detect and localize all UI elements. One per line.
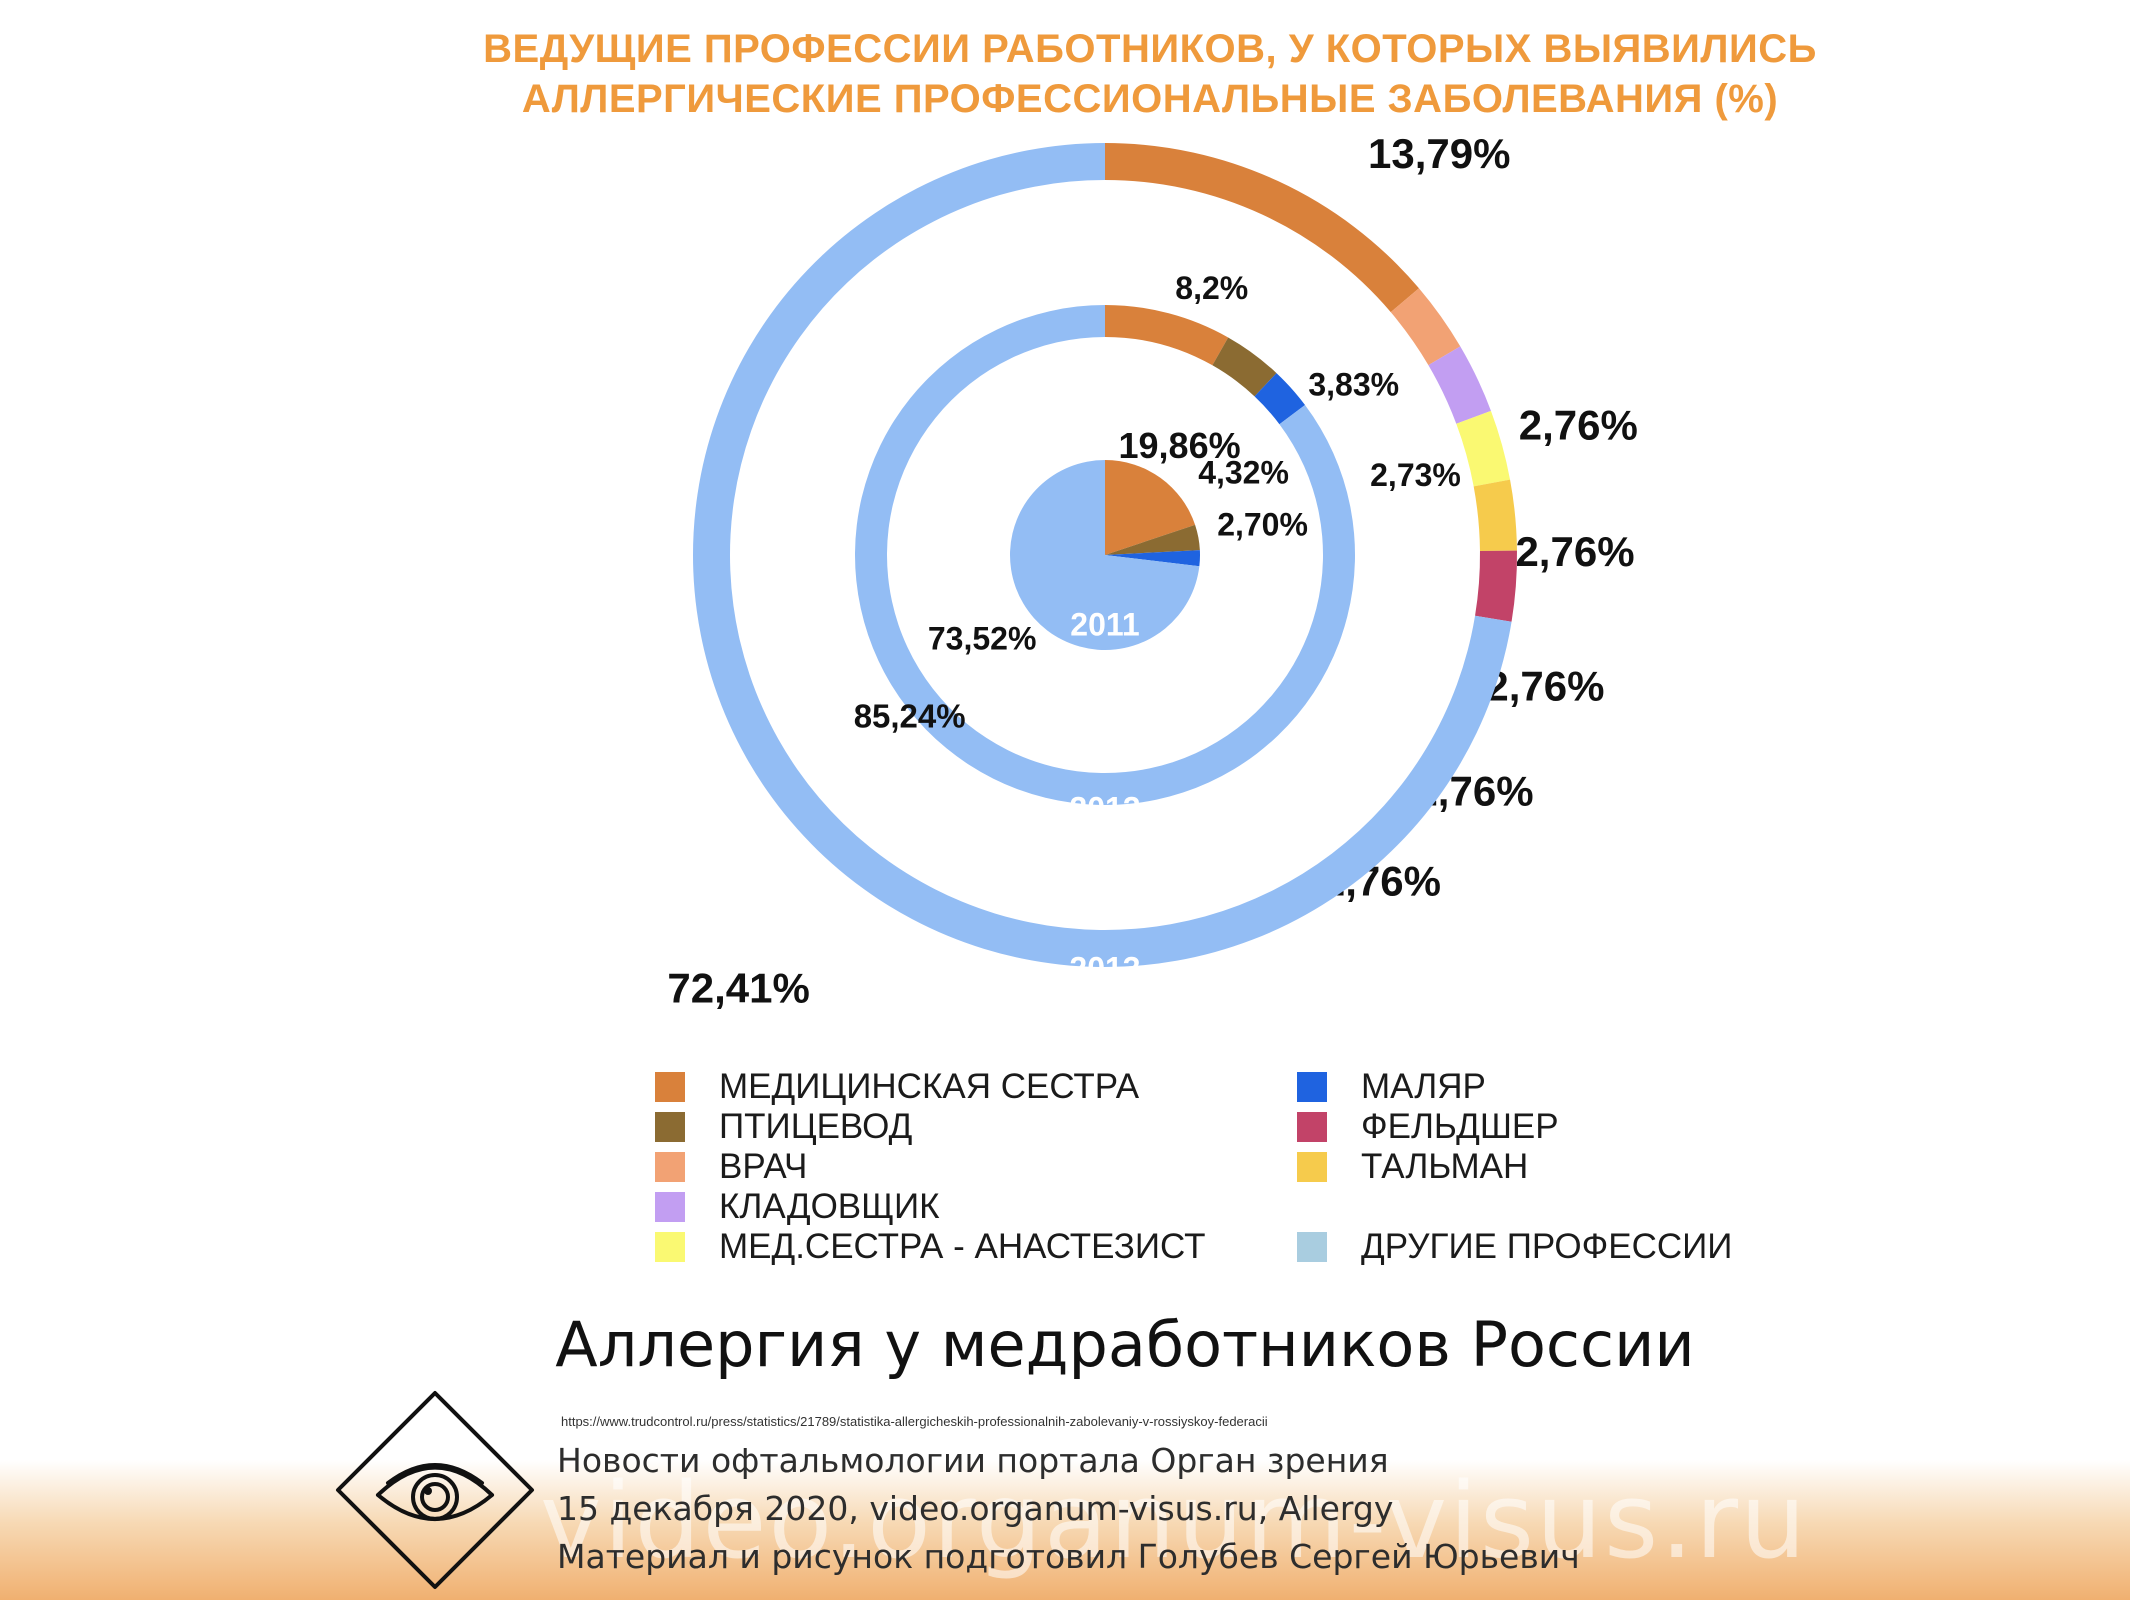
credit-line-author: Материал и рисунок подготовил Голубев Се… <box>557 1537 1580 1576</box>
chart-title-line-1: ВЕДУЩИЕ ПРОФЕССИИ РАБОТНИКОВ, У КОТОРЫХ … <box>483 27 1817 71</box>
eye-logo-icon <box>336 1391 534 1589</box>
legend-item-paramedic: ФЕЛЬДШЕР <box>1297 1107 1559 1147</box>
slice-2012-poultry <box>1212 337 1277 397</box>
slice-2012-painter <box>1254 373 1306 425</box>
legend-item-storekeeper: КЛАДОВЩИК <box>655 1187 940 1227</box>
legend-item-painter: МАЛЯР <box>1297 1067 1486 1107</box>
ring-year-label-2012: 2012 <box>1069 790 1140 826</box>
legend-item-nurse: МЕДИЦИНСКАЯ СЕСТРА <box>655 1067 1139 1107</box>
slice-label-2011-poultry: 4,32% <box>1198 454 1289 490</box>
legend-label-poultry: ПТИЦЕВОД <box>719 1107 913 1146</box>
legend-item-anesthetist: МЕД.СЕСТРА - АНАСТЕЗИСТ <box>655 1227 1206 1267</box>
legend-label-storekeeper: КЛАДОВЩИК <box>719 1187 940 1226</box>
slice-2013-anesthetist <box>1456 410 1511 487</box>
slice-label-2011-nurse: 19,86% <box>1119 425 1241 466</box>
legend-swatch-paramedic <box>1297 1112 1327 1142</box>
legend-swatch-poultry <box>655 1112 685 1142</box>
extra-label-2012: 73,52% <box>928 620 1037 656</box>
slice-2011-poultry <box>1105 524 1200 555</box>
legend-item-tallyman: ТАЛЬМАН <box>1297 1147 1528 1187</box>
ring-year-label-2013: 2013 <box>1069 950 1140 986</box>
slice-label-2012-poultry: 3,83% <box>1308 367 1399 403</box>
slice-label-2012-painter: 2,73% <box>1370 457 1461 493</box>
slide-caption: Аллергия у медработников России <box>555 1308 1695 1381</box>
legend-label-paramedic: ФЕЛЬДШЕР <box>1361 1107 1559 1146</box>
slice-label-2011-painter: 2,70% <box>1217 507 1308 543</box>
bottom-gradient-band <box>0 1460 2130 1600</box>
slice-label-2012-nurse: 8,2% <box>1175 270 1248 306</box>
legend-label-nurse: МЕДИЦИНСКАЯ СЕСТРА <box>719 1067 1140 1106</box>
slice-2011-nurse <box>1105 460 1196 555</box>
slice-label-2013-nurse: 13,79% <box>1368 130 1510 177</box>
credit-line-date: 15 декабря 2020, video.organum-visus.ru,… <box>557 1489 1394 1528</box>
legend-swatch-nurse <box>655 1072 685 1102</box>
ring-year-label-2011: 2011 <box>1070 606 1139 642</box>
slice-2013-tallyman <box>1473 479 1517 551</box>
slice-label-2012-others: 85,24% <box>854 698 966 735</box>
legend-label-anesthetist: МЕД.СЕСТРА - АНАСТЕЗИСТ <box>719 1227 1206 1266</box>
slice-2013-storekeeper <box>1428 346 1491 424</box>
chart-title-line-2: АЛЛЕРГИЧЕСКИЕ ПРОФЕССИОНАЛЬНЫЕ ЗАБОЛЕВАН… <box>521 77 1779 121</box>
legend-item-doctor: ВРАЧ <box>655 1147 807 1187</box>
legend-label-others: ДРУГИЕ ПРОФЕССИИ <box>1361 1227 1733 1266</box>
slice-2012-nurse <box>1105 305 1229 366</box>
slice-2013-paramedic <box>1475 550 1517 622</box>
legend-swatch-others <box>1297 1232 1327 1262</box>
slice-2013-doctor <box>1390 288 1461 366</box>
legend-swatch-storekeeper <box>655 1192 685 1222</box>
legend-swatch-anesthetist <box>655 1232 685 1262</box>
legend-label-tallyman: ТАЛЬМАН <box>1361 1147 1529 1186</box>
slice-label-2013-others: 72,41% <box>667 965 809 1010</box>
legend-swatch-tallyman <box>1297 1152 1327 1182</box>
slice-label-2013-doctor: 2,76% <box>1519 401 1638 448</box>
watermark: video.organum-visus.ru <box>540 1460 1808 1582</box>
legend-swatch-painter <box>1297 1072 1327 1102</box>
legend-label-painter: МАЛЯР <box>1361 1067 1486 1106</box>
slice-label-2013-storekeeper: 2,76% <box>1515 528 1634 575</box>
legend-item-others: ДРУГИЕ ПРОФЕССИИ <box>1297 1227 1732 1267</box>
legend-item-poultry: ПТИЦЕВОД <box>655 1107 912 1147</box>
credit-line-portal: Новости офтальмологии портала Орган зрен… <box>557 1441 1389 1480</box>
chart-title: ВЕДУЩИЕ ПРОФЕССИИ РАБОТНИКОВ, У КОТОРЫХ … <box>0 24 2130 124</box>
source-link[interactable]: https://www.trudcontrol.ru/press/statist… <box>561 1414 1268 1429</box>
slice-2011-painter <box>1105 550 1200 567</box>
donut-chart: 19,86%4,32% 2,70% 2011 8,2% 3,83% 2,73% 85,24%… <box>667 130 1638 1010</box>
slice-2011-others <box>1010 460 1200 651</box>
slice-2013-nurse <box>1105 143 1419 313</box>
slice-label-2013-anesthetist: 2,76% <box>1485 663 1604 710</box>
legend-label-doctor: ВРАЧ <box>719 1147 808 1186</box>
legend-swatch-doctor <box>655 1152 685 1182</box>
